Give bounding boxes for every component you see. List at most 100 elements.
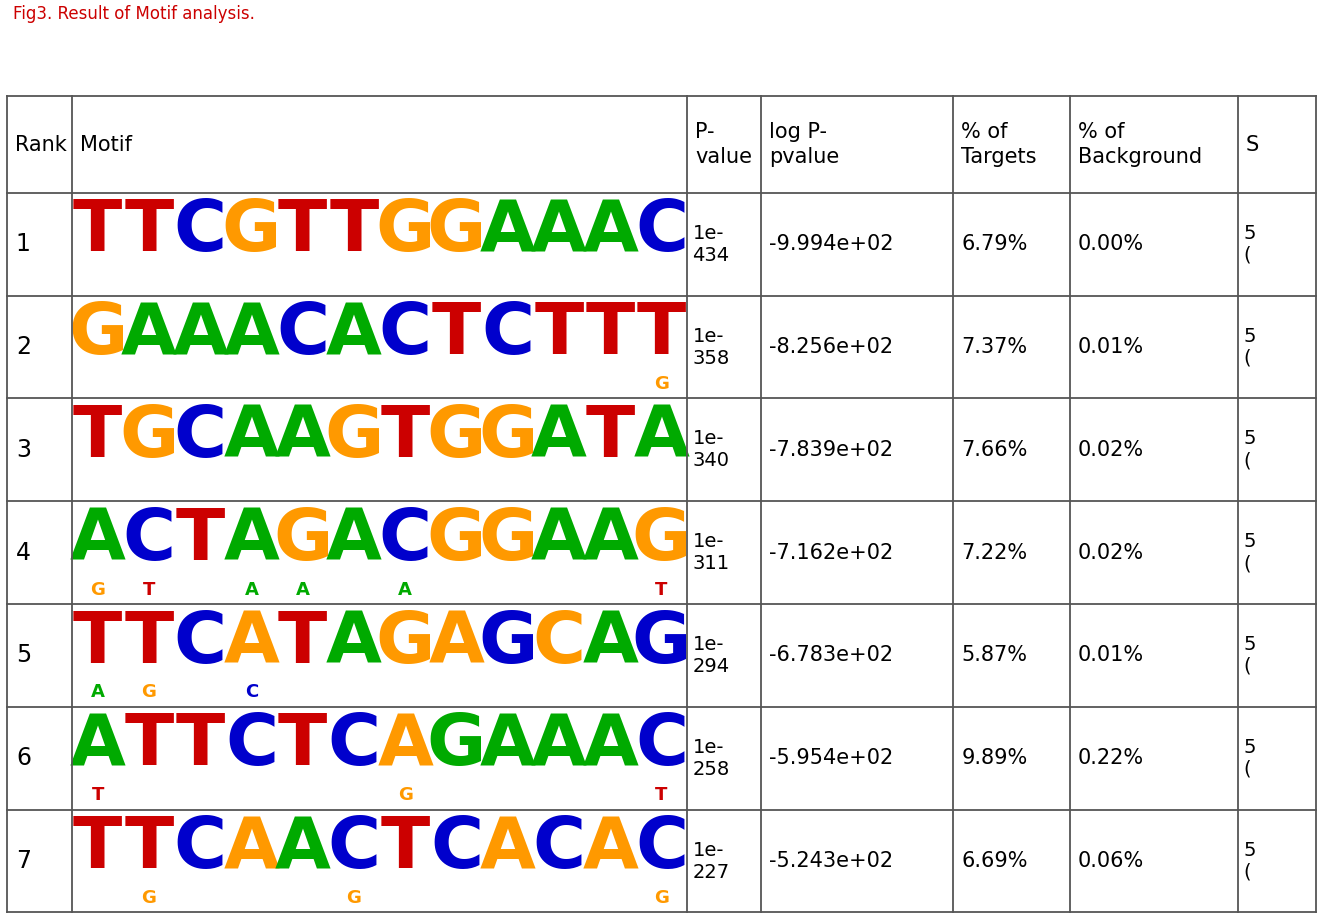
Text: T: T	[176, 506, 225, 575]
Text: C: C	[123, 506, 176, 575]
Text: T: T	[278, 711, 327, 780]
Text: 5: 5	[16, 644, 32, 667]
Text: T: T	[124, 814, 173, 883]
Text: G: G	[632, 506, 691, 575]
Text: A: A	[582, 609, 638, 677]
Text: 5
(: 5 (	[1244, 635, 1256, 676]
Text: A: A	[634, 403, 689, 472]
Text: T: T	[176, 711, 225, 780]
Text: T: T	[534, 300, 583, 369]
Text: -6.783e+02: -6.783e+02	[769, 645, 893, 666]
Text: G: G	[427, 403, 486, 472]
Text: 7.22%: 7.22%	[962, 543, 1028, 563]
Text: G: G	[427, 711, 486, 780]
Text: A: A	[70, 711, 126, 780]
Text: 5
(: 5 (	[1244, 327, 1256, 367]
Text: A: A	[275, 814, 331, 883]
Text: 9.89%: 9.89%	[962, 748, 1028, 768]
Text: C: C	[173, 814, 226, 883]
Text: G: G	[376, 609, 435, 677]
Text: T: T	[73, 609, 122, 677]
Text: A: A	[398, 581, 413, 599]
Text: A: A	[480, 197, 536, 266]
Text: C: C	[173, 403, 226, 472]
Text: 1e-
340: 1e- 340	[692, 430, 729, 470]
Text: A: A	[582, 814, 638, 883]
Text: 1e-
311: 1e- 311	[692, 532, 729, 573]
Text: A: A	[224, 814, 279, 883]
Text: G: G	[324, 403, 384, 472]
Text: C: C	[328, 814, 381, 883]
Text: C: C	[173, 609, 226, 677]
Text: 1e-
258: 1e- 258	[692, 738, 730, 778]
Text: C: C	[482, 300, 534, 369]
Text: -9.994e+02: -9.994e+02	[769, 234, 893, 254]
Text: 0.01%: 0.01%	[1078, 337, 1144, 357]
Text: T: T	[655, 581, 668, 599]
Text: T: T	[73, 403, 122, 472]
Text: T: T	[431, 300, 482, 369]
Text: 7.66%: 7.66%	[962, 440, 1028, 460]
Text: G: G	[347, 890, 361, 907]
Text: G: G	[142, 890, 156, 907]
Text: 6.69%: 6.69%	[962, 851, 1028, 871]
Text: A: A	[275, 403, 331, 472]
Text: A: A	[172, 300, 228, 369]
Text: G: G	[398, 787, 413, 804]
Text: 6.79%: 6.79%	[962, 234, 1028, 254]
Text: 6: 6	[16, 746, 30, 770]
Text: G: G	[222, 197, 282, 266]
Text: T: T	[124, 197, 173, 266]
Text: T: T	[381, 814, 430, 883]
Text: G: G	[273, 506, 332, 575]
Text: A: A	[224, 300, 279, 369]
Text: 1: 1	[16, 232, 30, 256]
Text: A: A	[531, 403, 587, 472]
Text: A: A	[531, 711, 587, 780]
Text: G: G	[67, 300, 127, 369]
Text: A: A	[224, 609, 279, 677]
Text: A: A	[325, 506, 382, 575]
Text: T: T	[91, 787, 105, 804]
Text: 5
(: 5 (	[1244, 532, 1256, 573]
Text: 1e-
358: 1e- 358	[692, 327, 730, 367]
Text: C: C	[277, 300, 329, 369]
Text: G: G	[478, 506, 537, 575]
Text: C: C	[635, 197, 688, 266]
Text: A: A	[120, 300, 177, 369]
Text: S: S	[1246, 135, 1259, 154]
Text: P-
value: P- value	[695, 122, 751, 167]
Text: C: C	[635, 814, 688, 883]
Text: 0.06%: 0.06%	[1078, 851, 1144, 871]
Text: C: C	[532, 609, 586, 677]
Text: Fig3. Result of Motif analysis.: Fig3. Result of Motif analysis.	[13, 5, 255, 23]
Text: C: C	[635, 711, 688, 780]
Text: T: T	[329, 197, 378, 266]
Text: 7.37%: 7.37%	[962, 337, 1028, 357]
Text: 5
(: 5 (	[1244, 841, 1256, 881]
Text: G: G	[427, 197, 486, 266]
Text: C: C	[378, 300, 431, 369]
Text: T: T	[586, 300, 635, 369]
Text: A: A	[224, 403, 279, 472]
Text: A: A	[325, 300, 382, 369]
Text: -7.162e+02: -7.162e+02	[769, 543, 893, 563]
Text: Rank: Rank	[15, 135, 66, 154]
Text: G: G	[654, 890, 669, 907]
Text: % of
Background: % of Background	[1078, 122, 1203, 167]
Text: 0.00%: 0.00%	[1078, 234, 1144, 254]
Text: A: A	[377, 711, 433, 780]
Text: 0.02%: 0.02%	[1078, 543, 1144, 563]
Text: T: T	[73, 197, 122, 266]
Text: T: T	[124, 609, 173, 677]
Text: T: T	[124, 711, 173, 780]
Text: A: A	[429, 609, 484, 677]
Text: T: T	[278, 197, 327, 266]
Text: A: A	[582, 711, 638, 780]
Text: 5
(: 5 (	[1244, 430, 1256, 470]
Text: G: G	[119, 403, 179, 472]
Text: -7.839e+02: -7.839e+02	[769, 440, 893, 460]
Text: 0.22%: 0.22%	[1078, 748, 1144, 768]
Text: 1e-
227: 1e- 227	[692, 841, 729, 881]
Text: C: C	[225, 711, 278, 780]
